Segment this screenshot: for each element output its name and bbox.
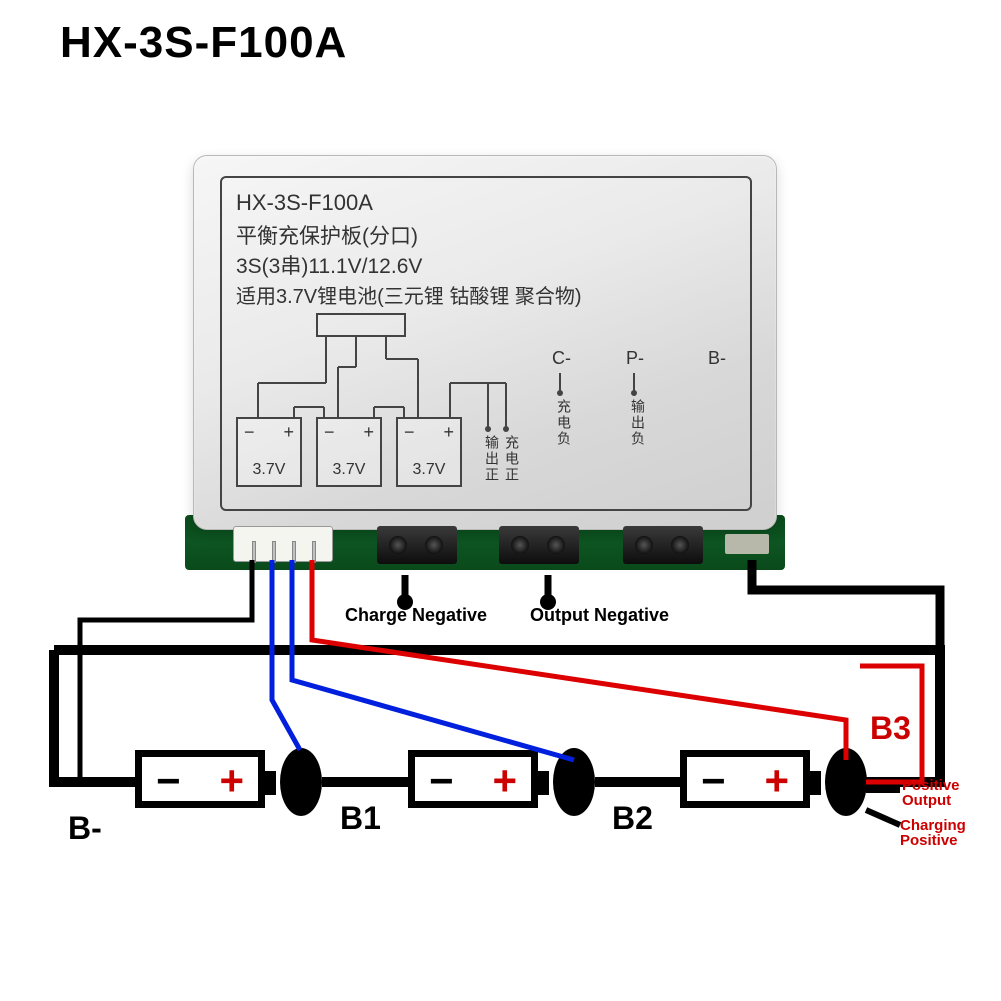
page-title: HX-3S-F100A	[60, 18, 347, 68]
diagram-cell-3: − + 3.7V	[396, 417, 462, 487]
label-line4: 适用3.7V锂电池(三元锂 钴酸锂 聚合物)	[236, 280, 582, 309]
label-line1: HX-3S-F100A	[236, 190, 373, 216]
cell-voltage: 3.7V	[318, 461, 380, 479]
label-line3: 3S(3串)11.1V/12.6V	[236, 250, 422, 280]
label-charging-positive-2: Positive	[900, 833, 958, 848]
label-charging-positive-1: Charging	[900, 818, 966, 833]
label-output-negative: Output Negative	[530, 605, 669, 626]
cell-voltage: 3.7V	[398, 461, 460, 479]
vtext-out-pos: 输出正	[482, 435, 502, 483]
terminal-b-screw	[623, 526, 703, 564]
terminal-p	[499, 526, 579, 564]
pin	[312, 541, 316, 563]
label-b3: B3	[870, 710, 911, 747]
label-b1: B1	[340, 800, 381, 837]
balance-connector	[233, 526, 333, 562]
terminal-hole	[635, 536, 653, 554]
minus-icon: −	[324, 422, 335, 443]
terminal-hole	[547, 536, 565, 554]
terminal-c-label: C-	[552, 348, 571, 369]
pin	[292, 541, 296, 563]
label-positive-output-1: Positive	[902, 778, 960, 793]
battery-neg-icon: −	[429, 761, 454, 801]
module-cover: HX-3S-F100A 平衡充保护板(分口) 3S(3串)11.1V/12.6V…	[193, 155, 777, 530]
vtext-out-neg: 输出负	[628, 399, 648, 447]
vtext-chg-neg: 充电负	[554, 399, 574, 447]
battery-pos-icon: +	[764, 761, 789, 801]
battery-pos-icon: +	[219, 761, 244, 801]
diagram-cell-2: − + 3.7V	[316, 417, 382, 487]
label-b2: B2	[612, 800, 653, 837]
battery-neg-icon: −	[156, 761, 181, 801]
minus-icon: −	[244, 422, 255, 443]
terminal-hole	[389, 536, 407, 554]
terminal-c	[377, 526, 457, 564]
label-b-minus: B-	[68, 810, 102, 847]
minus-icon: −	[404, 422, 415, 443]
battery-pos-icon: +	[492, 761, 517, 801]
terminal-p-label: P-	[626, 348, 644, 369]
label-positive-output-2: Output	[902, 793, 951, 808]
battery-cell-1: − +	[135, 750, 265, 808]
vtext-chg-pos: 充电正	[502, 435, 522, 483]
series-connector-3	[825, 748, 867, 816]
battery-cell-3: − +	[680, 750, 810, 808]
diagram-cell-1: − + 3.7V	[236, 417, 302, 487]
bms-module: HX-3S-F100A 平衡充保护板(分口) 3S(3串)11.1V/12.6V…	[185, 155, 785, 570]
pin	[272, 541, 276, 563]
label-line2: 平衡充保护板(分口)	[236, 220, 418, 250]
terminal-b-label: B-	[708, 348, 726, 369]
label-frame: HX-3S-F100A 平衡充保护板(分口) 3S(3串)11.1V/12.6V…	[220, 176, 752, 511]
series-connector-1	[280, 748, 322, 816]
terminal-hole	[671, 536, 689, 554]
label-charge-negative: Charge Negative	[345, 605, 487, 626]
internal-diagram: − + 3.7V − + 3.7V − + 3.7V C- P- B- 输出正	[236, 313, 740, 499]
pin	[252, 541, 256, 563]
b-minus-pad	[725, 534, 769, 554]
plus-icon: +	[363, 422, 374, 443]
series-connector-2	[553, 748, 595, 816]
terminal-hole	[425, 536, 443, 554]
plus-icon: +	[283, 422, 294, 443]
plus-icon: +	[443, 422, 454, 443]
terminal-hole	[511, 536, 529, 554]
battery-cell-2: − +	[408, 750, 538, 808]
cell-voltage: 3.7V	[238, 461, 300, 479]
battery-neg-icon: −	[701, 761, 726, 801]
